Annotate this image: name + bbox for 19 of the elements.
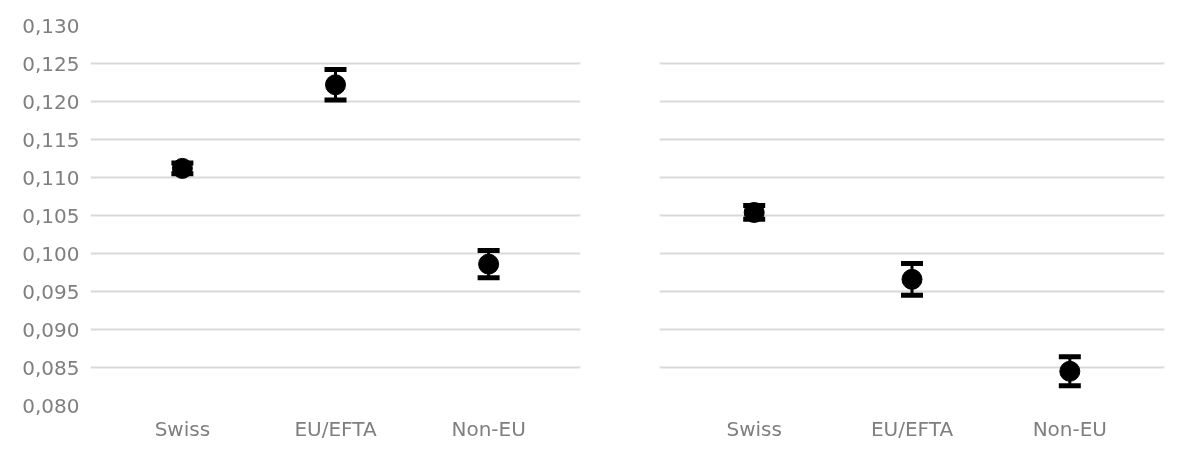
- point: [478, 253, 500, 275]
- x-tick-label: Non-EU: [1032, 416, 1107, 441]
- y-tick-label: 0,100: [22, 241, 80, 266]
- x-tick-label: Non-EU: [451, 416, 526, 441]
- y-tick-label: 0,110: [22, 165, 80, 190]
- x-tick-label: Swiss: [726, 416, 782, 441]
- y-tick-label: 0,085: [22, 355, 80, 380]
- x-tick-label: EU/EFTA: [294, 416, 377, 441]
- y-tick-label: 0,130: [22, 13, 80, 38]
- point: [325, 74, 346, 96]
- x-tick-label: Swiss: [154, 416, 211, 441]
- y-tick-label: 0,080: [22, 393, 80, 418]
- y-tick-label: 0,090: [22, 317, 80, 342]
- y-tick-label: 0,115: [22, 127, 80, 152]
- y-tick-label: 0,125: [22, 51, 80, 76]
- y-tick-label: 0,120: [22, 89, 80, 114]
- y-tick-label: 0,095: [22, 279, 80, 304]
- y-tick-label: 0,105: [22, 203, 80, 228]
- x-tick-label: EU/EFTA: [870, 416, 954, 441]
